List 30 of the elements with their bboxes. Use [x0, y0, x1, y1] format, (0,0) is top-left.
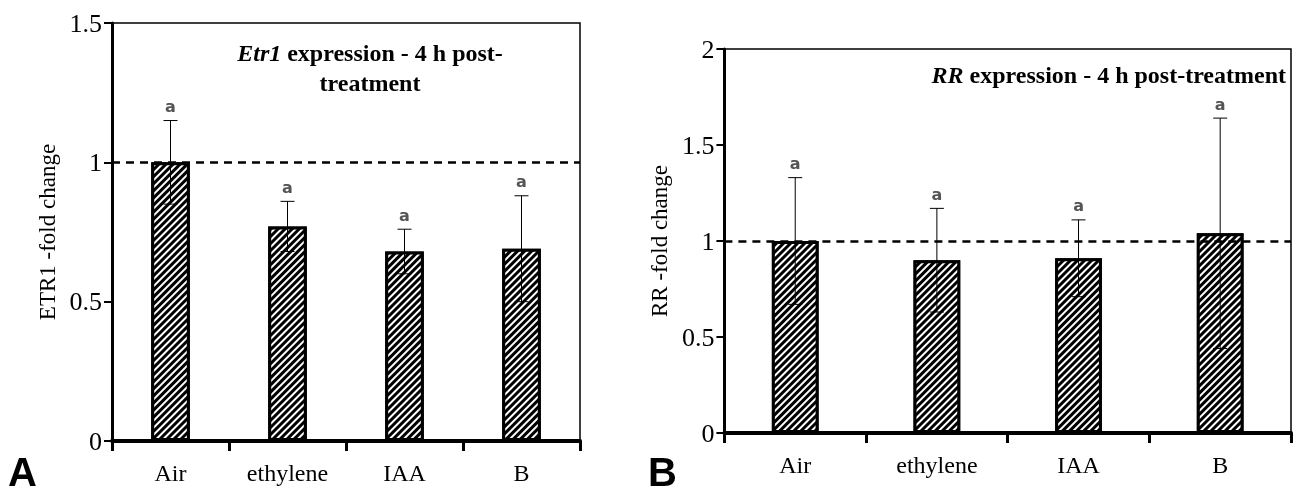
- x-tick-label: IAA: [383, 460, 427, 486]
- annotation: a: [1073, 196, 1084, 216]
- annotation: a: [931, 184, 943, 204]
- annotation: a: [399, 205, 410, 225]
- x-tick-label: B: [1212, 452, 1229, 478]
- annotation: a: [516, 172, 527, 192]
- y-tick-label: 1: [701, 226, 715, 256]
- text: A: [8, 450, 37, 494]
- y-tick-label: 1.5: [69, 8, 102, 38]
- annotation: a: [165, 97, 176, 117]
- x-tick-label: ethylene: [896, 452, 978, 478]
- y-tick-label: 1.5: [681, 130, 715, 160]
- y-tick-label: 0.5: [69, 287, 102, 317]
- y-tick-label: 0: [701, 418, 715, 448]
- annotation: a: [789, 154, 801, 174]
- x-tick-label: ethylene: [246, 460, 329, 486]
- text: Etr1 expression - 4 h post-treatment: [236, 39, 504, 98]
- y-axis-title: RR -fold change: [647, 164, 672, 318]
- x-tick-label: Air: [779, 452, 812, 478]
- annotation: a: [1214, 94, 1226, 114]
- y-axis-title: ETR1 -fold change: [34, 143, 60, 321]
- y-tick-label: 0: [89, 426, 102, 456]
- y-tick-label: 0.5: [681, 322, 715, 352]
- x-tick-label: B: [513, 460, 530, 486]
- x-tick-label: IAA: [1057, 452, 1101, 478]
- annotation: a: [282, 177, 293, 197]
- y-tick-label: 2: [701, 34, 715, 64]
- x-tick-label: Air: [154, 460, 187, 486]
- text: RR expression - 4 h post-treatment: [930, 61, 1286, 90]
- y-tick-label: 1: [89, 147, 102, 177]
